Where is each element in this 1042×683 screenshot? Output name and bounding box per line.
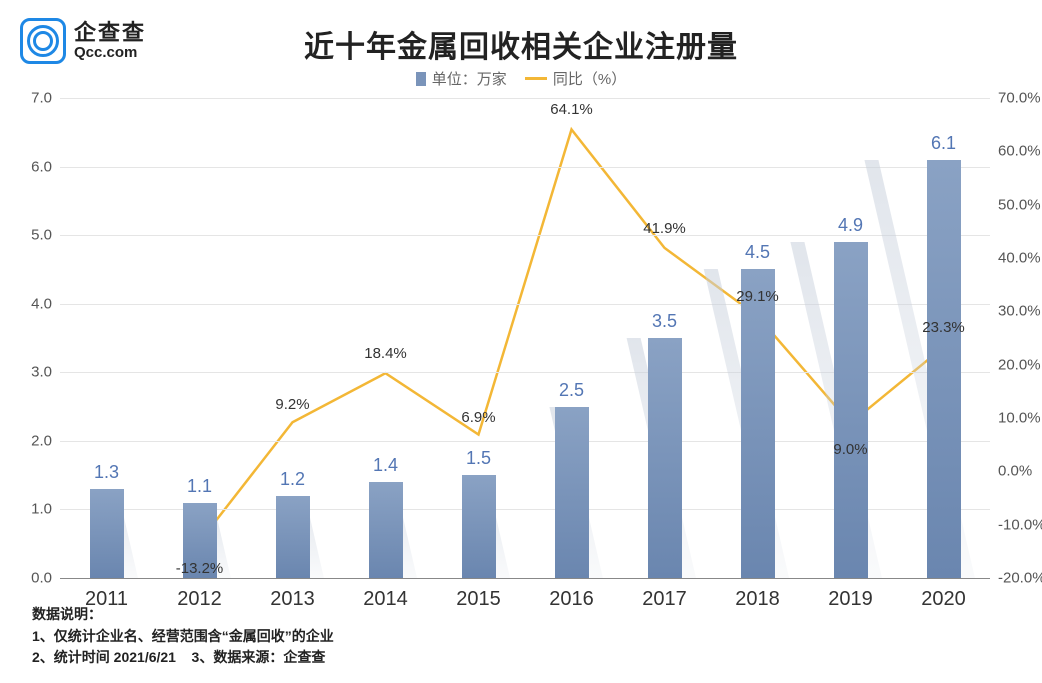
y-right-tick-label: 20.0% xyxy=(998,356,1041,373)
footer-heading: 数据说明： xyxy=(32,604,334,626)
bar xyxy=(90,489,124,578)
bar xyxy=(648,338,682,578)
line-value-label: 18.4% xyxy=(364,345,407,362)
bar-value-label: 2.5 xyxy=(559,380,584,401)
bar xyxy=(276,496,310,578)
y-right-tick-label: 60.0% xyxy=(998,143,1041,160)
bar-value-label: 4.9 xyxy=(838,215,863,236)
line-value-label: 9.0% xyxy=(833,441,867,458)
y-right-tick-label: -10.0% xyxy=(998,516,1042,533)
y-right-tick-label: 0.0% xyxy=(998,463,1032,480)
bar-slot: 1.12012 xyxy=(153,98,246,578)
y-right-tick-label: 50.0% xyxy=(998,196,1041,213)
bar-slot: 4.92019 xyxy=(804,98,897,578)
y-right-tick-label: 30.0% xyxy=(998,303,1041,320)
bar xyxy=(555,407,589,578)
y-left-tick-label: 7.0 xyxy=(31,90,52,107)
bar-value-label: 1.4 xyxy=(373,455,398,476)
footer-line-1: 1、仅统计企业名、经营范围含“金属回收”的企业 xyxy=(32,626,334,648)
x-category-label: 2017 xyxy=(642,588,687,611)
y-right-tick-label: 70.0% xyxy=(998,90,1041,107)
bar-value-label: 1.2 xyxy=(280,469,305,490)
bar-slot: 1.52015 xyxy=(432,98,525,578)
x-category-label: 2015 xyxy=(456,588,501,611)
y-left-tick-label: 2.0 xyxy=(31,432,52,449)
line-value-label: 64.1% xyxy=(550,101,593,118)
legend-line-swatch-icon xyxy=(525,77,547,80)
footer-line-2b: 3、数据来源：企查查 xyxy=(192,649,326,665)
x-category-label: 2016 xyxy=(549,588,594,611)
chart-plot-area: 0.01.02.03.04.05.06.07.0-20.0%-10.0%0.0%… xyxy=(60,98,990,578)
bar xyxy=(462,475,496,578)
legend-bar-label: 单位：万家 xyxy=(432,71,507,88)
y-right-tick-label: 10.0% xyxy=(998,410,1041,427)
bar-slot: 2.52016 xyxy=(525,98,618,578)
x-axis-baseline xyxy=(60,578,990,579)
bar xyxy=(927,160,961,578)
chart-title: 近十年金属回收相关企业注册量 xyxy=(0,22,1042,66)
y-left-tick-label: 6.0 xyxy=(31,158,52,175)
x-category-label: 2020 xyxy=(921,588,966,611)
bar-value-label: 1.1 xyxy=(187,476,212,497)
footer-line-2: 2、统计时间 2021/6/21 3、数据来源：企查查 xyxy=(32,647,334,669)
line-value-label: 29.1% xyxy=(736,288,779,305)
line-value-label: 41.9% xyxy=(643,220,686,237)
bar-value-label: 4.5 xyxy=(745,242,770,263)
bar-value-label: 3.5 xyxy=(652,311,677,332)
line-value-label: -13.2% xyxy=(176,560,224,577)
y-left-tick-label: 5.0 xyxy=(31,227,52,244)
footer-line-2a: 2、统计时间 2021/6/21 xyxy=(32,649,176,665)
x-category-label: 2019 xyxy=(828,588,873,611)
y-left-tick-label: 0.0 xyxy=(31,570,52,587)
x-category-label: 2014 xyxy=(363,588,408,611)
bar-slot: 1.22013 xyxy=(246,98,339,578)
y-right-tick-label: -20.0% xyxy=(998,570,1042,587)
y-left-tick-label: 3.0 xyxy=(31,364,52,381)
y-right-tick-label: 40.0% xyxy=(998,250,1041,267)
bar-value-label: 1.5 xyxy=(466,448,491,469)
y-left-tick-label: 4.0 xyxy=(31,295,52,312)
bar-slot: 1.32011 xyxy=(60,98,153,578)
x-category-label: 2018 xyxy=(735,588,780,611)
bar-slot: 4.52018 xyxy=(711,98,804,578)
legend-line-label: 同比（%） xyxy=(553,71,626,88)
y-left-tick-label: 1.0 xyxy=(31,501,52,518)
bar xyxy=(834,242,868,578)
legend-bar-swatch-icon xyxy=(416,72,426,86)
line-value-label: 23.3% xyxy=(922,319,965,336)
bar-slot: 3.52017 xyxy=(618,98,711,578)
bar xyxy=(369,482,403,578)
bar xyxy=(741,269,775,578)
bar-slot: 1.42014 xyxy=(339,98,432,578)
chart-legend: 单位：万家 同比（%） xyxy=(0,68,1042,89)
line-value-label: 6.9% xyxy=(461,409,495,426)
bar-value-label: 1.3 xyxy=(94,462,119,483)
bar-slot: 6.12020 xyxy=(897,98,990,578)
footer-notes: 数据说明： 1、仅统计企业名、经营范围含“金属回收”的企业 2、统计时间 202… xyxy=(32,604,334,669)
bar-value-label: 6.1 xyxy=(931,133,956,154)
line-value-label: 9.2% xyxy=(275,396,309,413)
